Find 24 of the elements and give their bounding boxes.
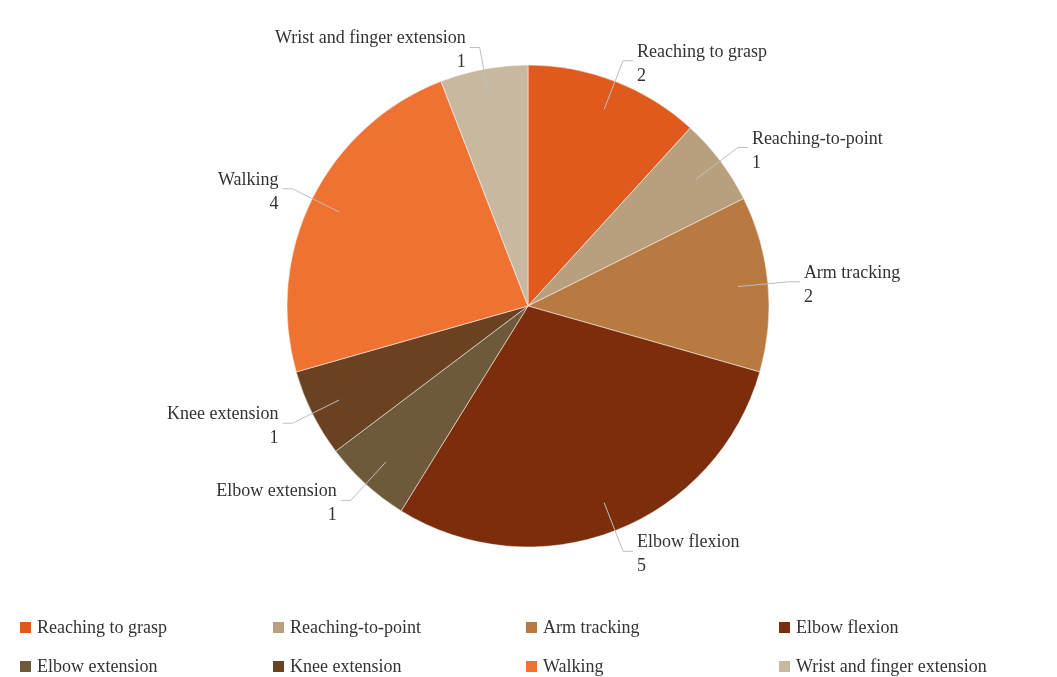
data-label: 5 bbox=[637, 555, 647, 576]
slice-label: Arm tracking bbox=[803, 261, 901, 282]
data-label: 4 bbox=[269, 192, 279, 213]
slice-label: Elbow flexion bbox=[637, 531, 740, 552]
slice-label: Reaching-to-point bbox=[751, 127, 883, 148]
slice-label: Wrist and finger extension bbox=[274, 27, 466, 48]
legend-label: Reaching-to-point bbox=[290, 617, 421, 637]
data-label: 1 bbox=[751, 151, 761, 172]
legend-label: Wrist and finger extension bbox=[796, 656, 987, 676]
slice-label: Elbow extension bbox=[216, 480, 337, 501]
legend-label: Elbow flexion bbox=[796, 617, 899, 637]
data-label: 1 bbox=[327, 504, 337, 525]
legend-label: Arm tracking bbox=[543, 617, 640, 637]
slice-label: Knee extension bbox=[167, 403, 279, 424]
data-label: 1 bbox=[456, 51, 466, 72]
legend-label: Reaching to grasp bbox=[37, 617, 167, 637]
slice-label: Walking bbox=[218, 168, 279, 189]
data-label: 2 bbox=[803, 285, 813, 306]
data-label: 2 bbox=[637, 64, 647, 85]
legend-label: Elbow extension bbox=[37, 656, 158, 676]
slice-label: Reaching to grasp bbox=[637, 40, 767, 61]
legend-label: Walking bbox=[543, 656, 604, 676]
data-label: 1 bbox=[269, 427, 279, 448]
legend-label: Knee extension bbox=[290, 656, 402, 676]
